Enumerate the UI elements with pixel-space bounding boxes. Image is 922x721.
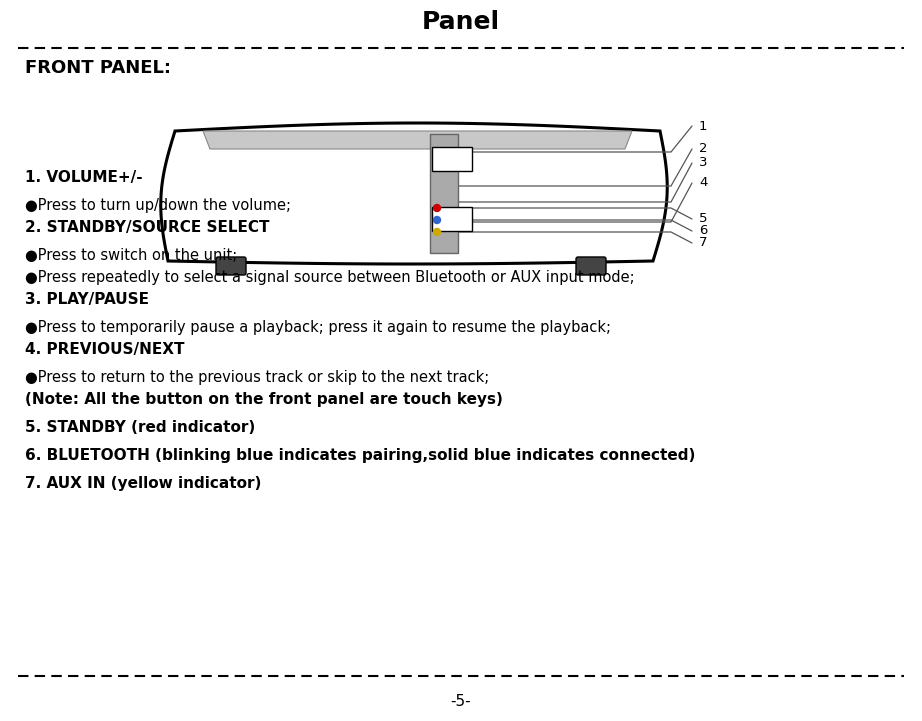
Circle shape <box>433 216 441 224</box>
Text: Panel: Panel <box>422 10 500 34</box>
Text: 7. AUX IN (yellow indicator): 7. AUX IN (yellow indicator) <box>25 476 261 491</box>
Text: -5-: -5- <box>451 694 471 709</box>
Polygon shape <box>430 134 458 253</box>
Text: ●Press to turn up/down the volume;: ●Press to turn up/down the volume; <box>25 198 291 213</box>
Text: 1: 1 <box>699 120 707 133</box>
Text: ●Press repeatedly to select a signal source between Bluetooth or AUX input mode;: ●Press repeatedly to select a signal sou… <box>25 270 634 285</box>
Text: FRONT PANEL:: FRONT PANEL: <box>25 59 171 77</box>
Circle shape <box>433 229 441 236</box>
Text: 7: 7 <box>699 236 707 249</box>
Text: 2: 2 <box>699 143 707 156</box>
Circle shape <box>433 205 441 211</box>
FancyBboxPatch shape <box>576 257 606 275</box>
Text: 4: 4 <box>699 177 707 190</box>
Text: 2. STANDBY/SOURCE SELECT: 2. STANDBY/SOURCE SELECT <box>25 220 269 235</box>
Polygon shape <box>160 123 668 264</box>
Text: ●Press to switch on the unit;: ●Press to switch on the unit; <box>25 248 237 263</box>
FancyBboxPatch shape <box>432 207 472 231</box>
Polygon shape <box>203 131 632 149</box>
Text: 6. BLUETOOTH (blinking blue indicates pairing,solid blue indicates connected): 6. BLUETOOTH (blinking blue indicates pa… <box>25 448 695 463</box>
Text: ●Press to return to the previous track or skip to the next track;: ●Press to return to the previous track o… <box>25 370 490 385</box>
Text: 5. STANDBY (red indicator): 5. STANDBY (red indicator) <box>25 420 255 435</box>
FancyBboxPatch shape <box>432 147 472 171</box>
Text: 4. PREVIOUS/NEXT: 4. PREVIOUS/NEXT <box>25 342 184 357</box>
Text: ●Press to temporarily pause a playback; press it again to resume the playback;: ●Press to temporarily pause a playback; … <box>25 320 611 335</box>
FancyBboxPatch shape <box>216 257 246 275</box>
Text: 5: 5 <box>699 213 707 226</box>
Text: 6: 6 <box>699 224 707 237</box>
Text: 3: 3 <box>699 156 707 169</box>
Text: 1. VOLUME+/-: 1. VOLUME+/- <box>25 170 143 185</box>
Text: 3. PLAY/PAUSE: 3. PLAY/PAUSE <box>25 292 149 307</box>
Text: (Note: All the button on the front panel are touch keys): (Note: All the button on the front panel… <box>25 392 502 407</box>
